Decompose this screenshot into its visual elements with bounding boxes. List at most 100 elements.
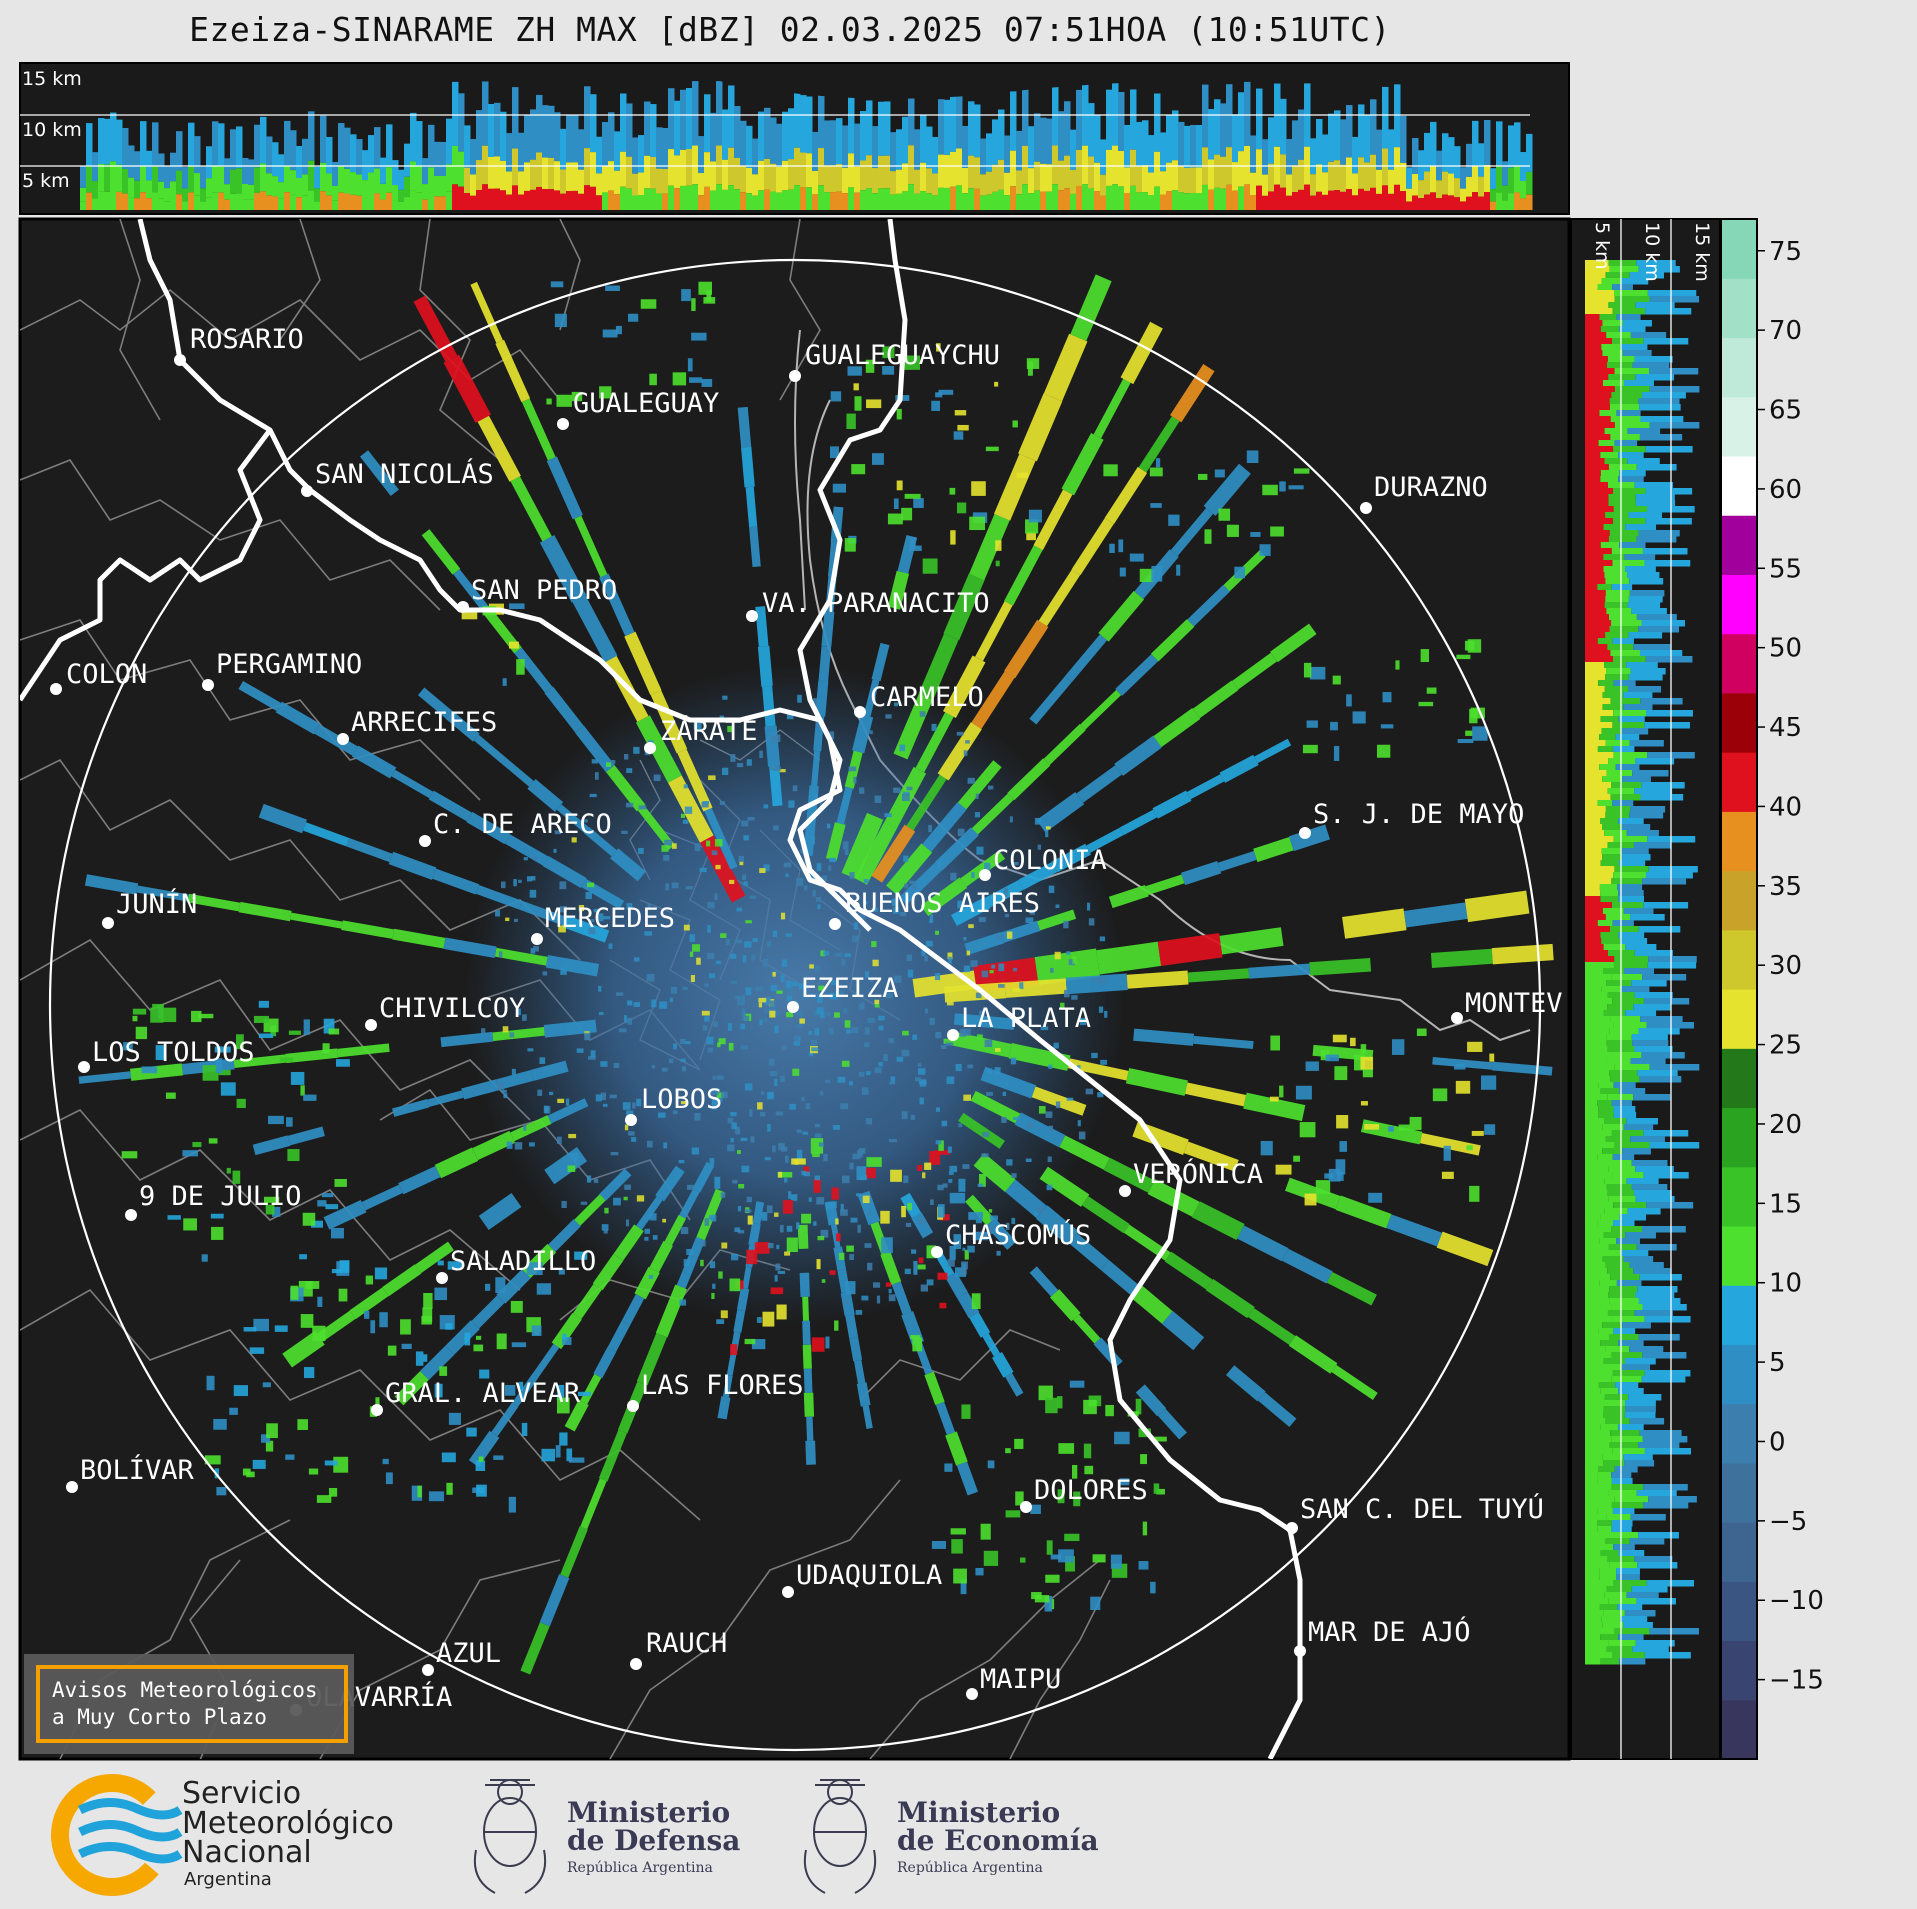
clutter-speckle bbox=[528, 1142, 535, 1147]
echo-cell bbox=[971, 481, 986, 496]
top-echo-column bbox=[1358, 157, 1365, 189]
top-echo-column bbox=[692, 184, 699, 210]
side-echo-row bbox=[1585, 812, 1606, 819]
echo-cell bbox=[1441, 1171, 1454, 1179]
top-echo-column bbox=[1136, 192, 1143, 210]
top-echo-column bbox=[1460, 188, 1467, 202]
clutter-speckle bbox=[828, 865, 832, 871]
side-echo-row bbox=[1606, 1058, 1631, 1065]
city-marker: ARRECIFES bbox=[337, 707, 497, 745]
city-dot bbox=[422, 1664, 434, 1676]
clutter-speckle bbox=[632, 1102, 636, 1109]
echo-cell bbox=[887, 513, 903, 525]
top-echo-column bbox=[122, 168, 129, 194]
side-echo-row bbox=[1585, 716, 1601, 723]
city-marker: C. DE ARECO bbox=[419, 809, 612, 847]
side-echo-row bbox=[1623, 692, 1653, 699]
side-echo-row bbox=[1585, 1424, 1601, 1431]
echo-ray-segment bbox=[980, 1066, 1037, 1099]
city-marker: BUENOS AIRES bbox=[829, 888, 1040, 930]
echo-ray-segment bbox=[1039, 1166, 1090, 1207]
echo-ray-segment bbox=[580, 1478, 607, 1530]
echo-cell bbox=[536, 1283, 552, 1295]
clutter-speckle bbox=[661, 1067, 668, 1072]
clutter-speckle bbox=[946, 1001, 954, 1006]
echo-ray-segment bbox=[836, 786, 853, 825]
side-echo-row bbox=[1609, 1334, 1639, 1341]
echo-cell bbox=[328, 1028, 340, 1035]
side-echo-row bbox=[1617, 1604, 1643, 1611]
clutter-speckle bbox=[998, 984, 1005, 988]
side-echo-row bbox=[1608, 260, 1637, 267]
city-marker: GUALEGUAY bbox=[557, 388, 719, 430]
clutter-speckle bbox=[867, 1262, 873, 1271]
echo-ray-segment bbox=[341, 920, 395, 939]
clutter-speckle bbox=[749, 895, 757, 899]
clutter-speckle bbox=[665, 883, 670, 891]
clutter-speckle bbox=[967, 1245, 975, 1253]
clutter-speckle bbox=[816, 863, 822, 871]
echo-ray-segment bbox=[445, 1320, 480, 1355]
side-echo-row bbox=[1612, 746, 1635, 753]
side-echo-row bbox=[1628, 674, 1663, 681]
side-echo-row bbox=[1585, 1022, 1614, 1029]
side-echo-row bbox=[1585, 1526, 1598, 1533]
side-echo-row bbox=[1585, 722, 1613, 729]
side-echo-row bbox=[1585, 362, 1607, 369]
top-echo-column bbox=[254, 124, 261, 168]
top-echo-column bbox=[698, 195, 705, 210]
top-echo-column bbox=[566, 190, 573, 210]
side-echo-row bbox=[1644, 1370, 1691, 1377]
echo-cell bbox=[1083, 1399, 1097, 1415]
echo-cell bbox=[995, 540, 1002, 551]
clutter-speckle bbox=[809, 964, 814, 969]
echo-cell bbox=[953, 1234, 962, 1250]
echo-ray-segment bbox=[953, 1013, 1015, 1030]
top-echo-column bbox=[854, 123, 861, 167]
warning-box[interactable]: Avisos Meteorológicos a Muy Corto Plazo bbox=[24, 1654, 354, 1754]
echo-ray-segment bbox=[755, 606, 769, 647]
side-echo-row bbox=[1585, 1238, 1600, 1245]
side-echo-row bbox=[1585, 1256, 1603, 1263]
top-echo-column bbox=[1334, 160, 1341, 191]
top-echo-column bbox=[512, 87, 519, 149]
side-echo-row bbox=[1623, 1454, 1653, 1461]
side-echo-row bbox=[1611, 584, 1633, 591]
top-echo-column bbox=[524, 114, 531, 163]
side-echo-row bbox=[1585, 866, 1615, 873]
side-echo-row bbox=[1635, 1640, 1675, 1647]
side-echo-row bbox=[1636, 260, 1676, 267]
side-echo-row bbox=[1611, 878, 1643, 885]
top-echo-column bbox=[560, 128, 567, 170]
clutter-speckle bbox=[811, 836, 815, 845]
top-echo-column bbox=[278, 154, 285, 183]
side-echo-row bbox=[1597, 638, 1613, 645]
clutter-speckle bbox=[737, 1229, 745, 1234]
city-label: ROSARIO bbox=[190, 324, 304, 355]
top-echo-column bbox=[1454, 197, 1461, 210]
top-echo-column bbox=[212, 192, 219, 210]
echo-cell bbox=[286, 1117, 293, 1127]
clutter-speckle bbox=[820, 950, 826, 957]
top-echo-column bbox=[1142, 165, 1149, 193]
top-echo-column bbox=[356, 195, 363, 210]
top-echo-column bbox=[800, 95, 807, 153]
clutter-speckle bbox=[796, 1222, 800, 1230]
side-echo-row bbox=[1604, 1592, 1627, 1599]
top-echo-column bbox=[710, 112, 717, 162]
clutter-speckle bbox=[965, 740, 970, 744]
echo-cell bbox=[1045, 1574, 1060, 1583]
clutter-speckle bbox=[780, 974, 785, 983]
colorbar-segment bbox=[1721, 1048, 1757, 1109]
top-echo-column bbox=[1160, 194, 1167, 210]
city-marker: EZEIZA bbox=[787, 973, 899, 1013]
echo-cell bbox=[562, 1337, 572, 1345]
echo-cell bbox=[265, 1204, 275, 1215]
clutter-speckle bbox=[1048, 1125, 1054, 1132]
top-echo-column bbox=[872, 126, 879, 169]
echo-cell bbox=[1416, 1028, 1427, 1037]
echo-cell bbox=[476, 1484, 487, 1497]
side-echo-row bbox=[1585, 1088, 1601, 1095]
side-echo-row bbox=[1614, 440, 1638, 447]
